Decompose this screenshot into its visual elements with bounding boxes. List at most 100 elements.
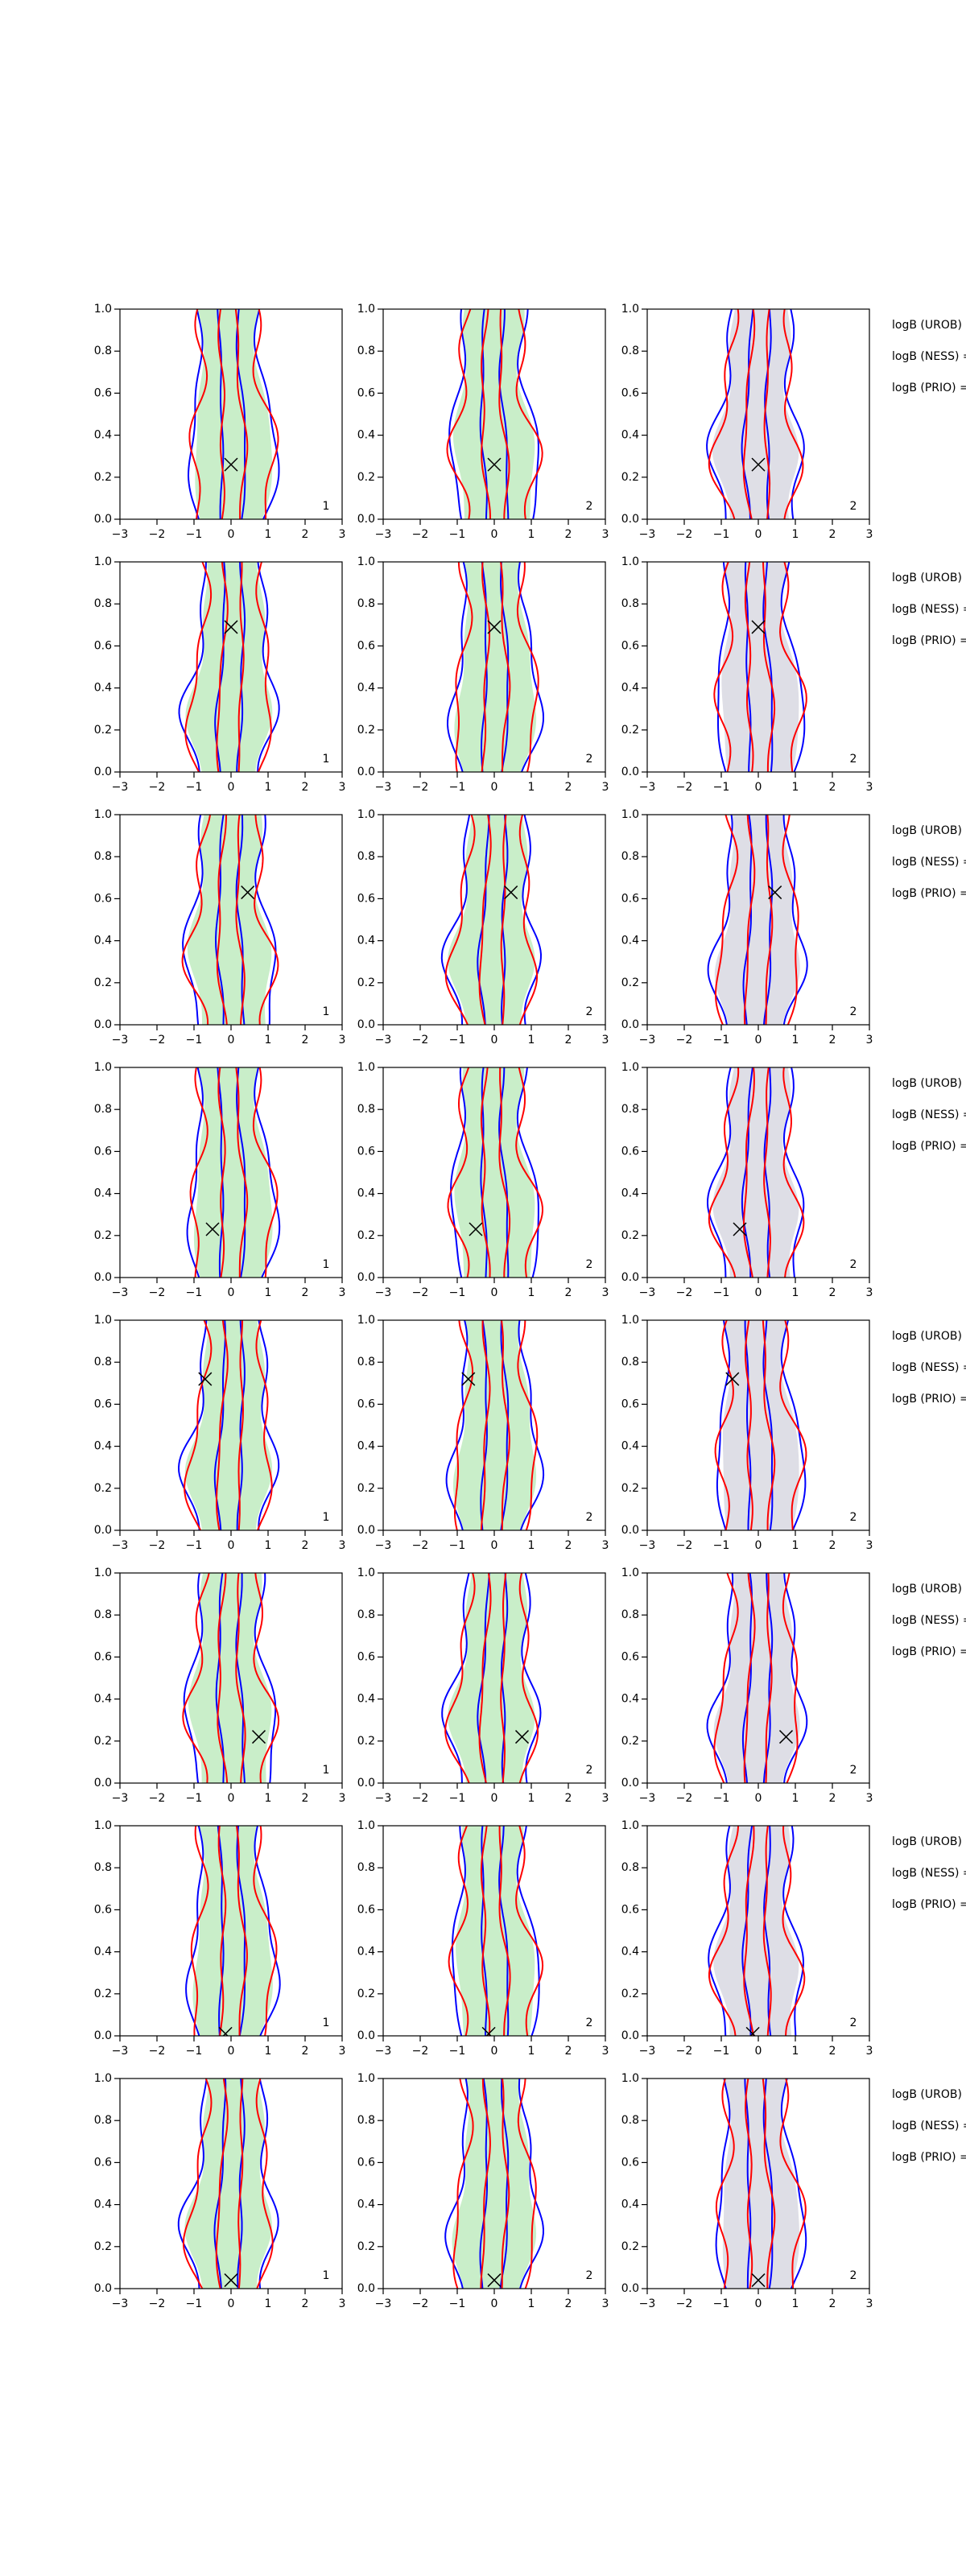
x-tick-label: 1 [265, 2297, 272, 2310]
x-tick-label: 0 [491, 1792, 498, 1805]
x-tick-label: 0 [491, 2045, 498, 2058]
annotation: logB (NESS) = [892, 856, 966, 869]
x-tick-label: 0 [491, 1034, 498, 1046]
x-tick-label: 2 [829, 2045, 836, 2058]
contour-outer [706, 309, 805, 519]
marker [778, 1730, 794, 1744]
x-tick-label: 1 [792, 1034, 799, 1046]
x-tick-label: −1 [186, 1286, 203, 1299]
contour-inner [213, 2079, 246, 2289]
marker-stroke [485, 2026, 496, 2036]
contour-outer [715, 2079, 807, 2289]
y-tick-label: 0.4 [94, 2198, 112, 2211]
y-tick-label: 0.4 [94, 1946, 112, 1959]
density-fill-inner [475, 815, 510, 1025]
plot-area [706, 309, 805, 519]
x-tick-label: −1 [713, 1792, 730, 1805]
contour-outer [446, 309, 543, 519]
contour-inner [216, 562, 245, 772]
contour-inner [217, 1826, 246, 2036]
x-tick-label: −1 [186, 781, 203, 794]
x-tick-label: 0 [491, 1539, 498, 1552]
plot-area [707, 815, 808, 1025]
contour-inner [216, 1320, 245, 1530]
density-fill-inner [475, 1573, 509, 1783]
contour-inner [743, 1826, 772, 2036]
marker-stroke [751, 2273, 766, 2288]
marker [218, 2026, 233, 2036]
panel-label: 1 [323, 500, 330, 513]
x-tick-label: 1 [792, 1792, 799, 1805]
marker-stroke [251, 1730, 266, 1744]
plot-area [177, 1320, 280, 1530]
annotation: logB (PRIO) = [892, 887, 966, 900]
x-tick-label: 2 [302, 1792, 309, 1805]
x-tick-label: 1 [528, 1034, 535, 1046]
y-tick-label: 1.0 [94, 1819, 112, 1832]
annotation: logB (PRIO) = [892, 1898, 966, 1911]
y-tick-label: 0.0 [357, 1271, 375, 1284]
y-tick-label: 0.0 [621, 2282, 639, 2295]
contour-inner [741, 1573, 774, 1783]
y-tick-label: 0.8 [357, 345, 375, 357]
x-tick-label: 2 [565, 1286, 572, 1299]
x-tick-label: 1 [792, 2297, 799, 2310]
contour-outer [184, 1320, 273, 1530]
contour-outer [708, 309, 804, 519]
y-tick-label: 0.6 [357, 1397, 375, 1410]
contour-inner [745, 1320, 776, 1530]
contour-outer [177, 2079, 279, 2289]
annotation: logB (NESS) = [892, 1614, 966, 1627]
annotation: logB (UROB) = [892, 2088, 966, 2101]
contour-outer [189, 1067, 279, 1278]
y-tick-label: 0.6 [357, 1903, 375, 1916]
marker-stroke [768, 886, 782, 900]
x-tick-label: −2 [412, 2297, 429, 2310]
x-tick-label: 1 [792, 1539, 799, 1552]
y-tick-label: 0.2 [621, 1735, 639, 1748]
x-tick-label: 2 [565, 1539, 572, 1552]
y-tick-label: 0.0 [621, 1524, 639, 1537]
x-tick-label: −3 [112, 1539, 129, 1552]
marker [241, 886, 255, 900]
x-tick-label: −2 [676, 1034, 693, 1046]
density-fill-inner [212, 2079, 246, 2289]
x-tick-label: −2 [412, 781, 429, 794]
contour-inner [741, 1826, 772, 2036]
y-tick-label: 0.2 [357, 1482, 375, 1495]
x-tick-label: 2 [302, 781, 309, 794]
contour-outer [182, 1573, 280, 1783]
panel-label: 2 [586, 2269, 593, 2282]
y-tick-label: 1.0 [94, 1314, 112, 1327]
x-tick-label: −1 [449, 2297, 466, 2310]
x-tick-label: 0 [228, 528, 235, 541]
x-tick-label: 2 [302, 2297, 309, 2310]
x-tick-label: −1 [186, 2297, 203, 2310]
y-tick-label: 0.6 [621, 1397, 639, 1410]
contour-inner [743, 1067, 771, 1278]
y-tick-label: 0.0 [357, 513, 375, 526]
contour-inner [744, 562, 774, 772]
x-tick-label: −2 [149, 528, 166, 541]
plot-area [445, 1320, 545, 1530]
marker-stroke [461, 1372, 476, 1386]
x-tick-label: 1 [265, 1286, 272, 1299]
marker [751, 620, 766, 634]
x-tick-label: 1 [528, 1539, 535, 1552]
marker-stroke [778, 1730, 794, 1744]
panel-label: 2 [586, 2017, 593, 2029]
marker [751, 2273, 766, 2288]
x-tick-label: −1 [449, 1792, 466, 1805]
x-tick-label: −1 [449, 1286, 466, 1299]
y-tick-label: 0.8 [94, 1103, 112, 1116]
y-tick-label: 0.2 [357, 2240, 375, 2253]
y-tick-label: 0.8 [357, 850, 375, 863]
y-tick-label: 0.0 [621, 1018, 639, 1031]
contour-inner [480, 2079, 510, 2289]
y-tick-label: 0.6 [621, 386, 639, 399]
y-tick-label: 0.6 [94, 1650, 112, 1663]
y-tick-label: 0.4 [357, 682, 375, 695]
contour-inner [480, 1067, 511, 1278]
x-tick-label: 1 [265, 1539, 272, 1552]
